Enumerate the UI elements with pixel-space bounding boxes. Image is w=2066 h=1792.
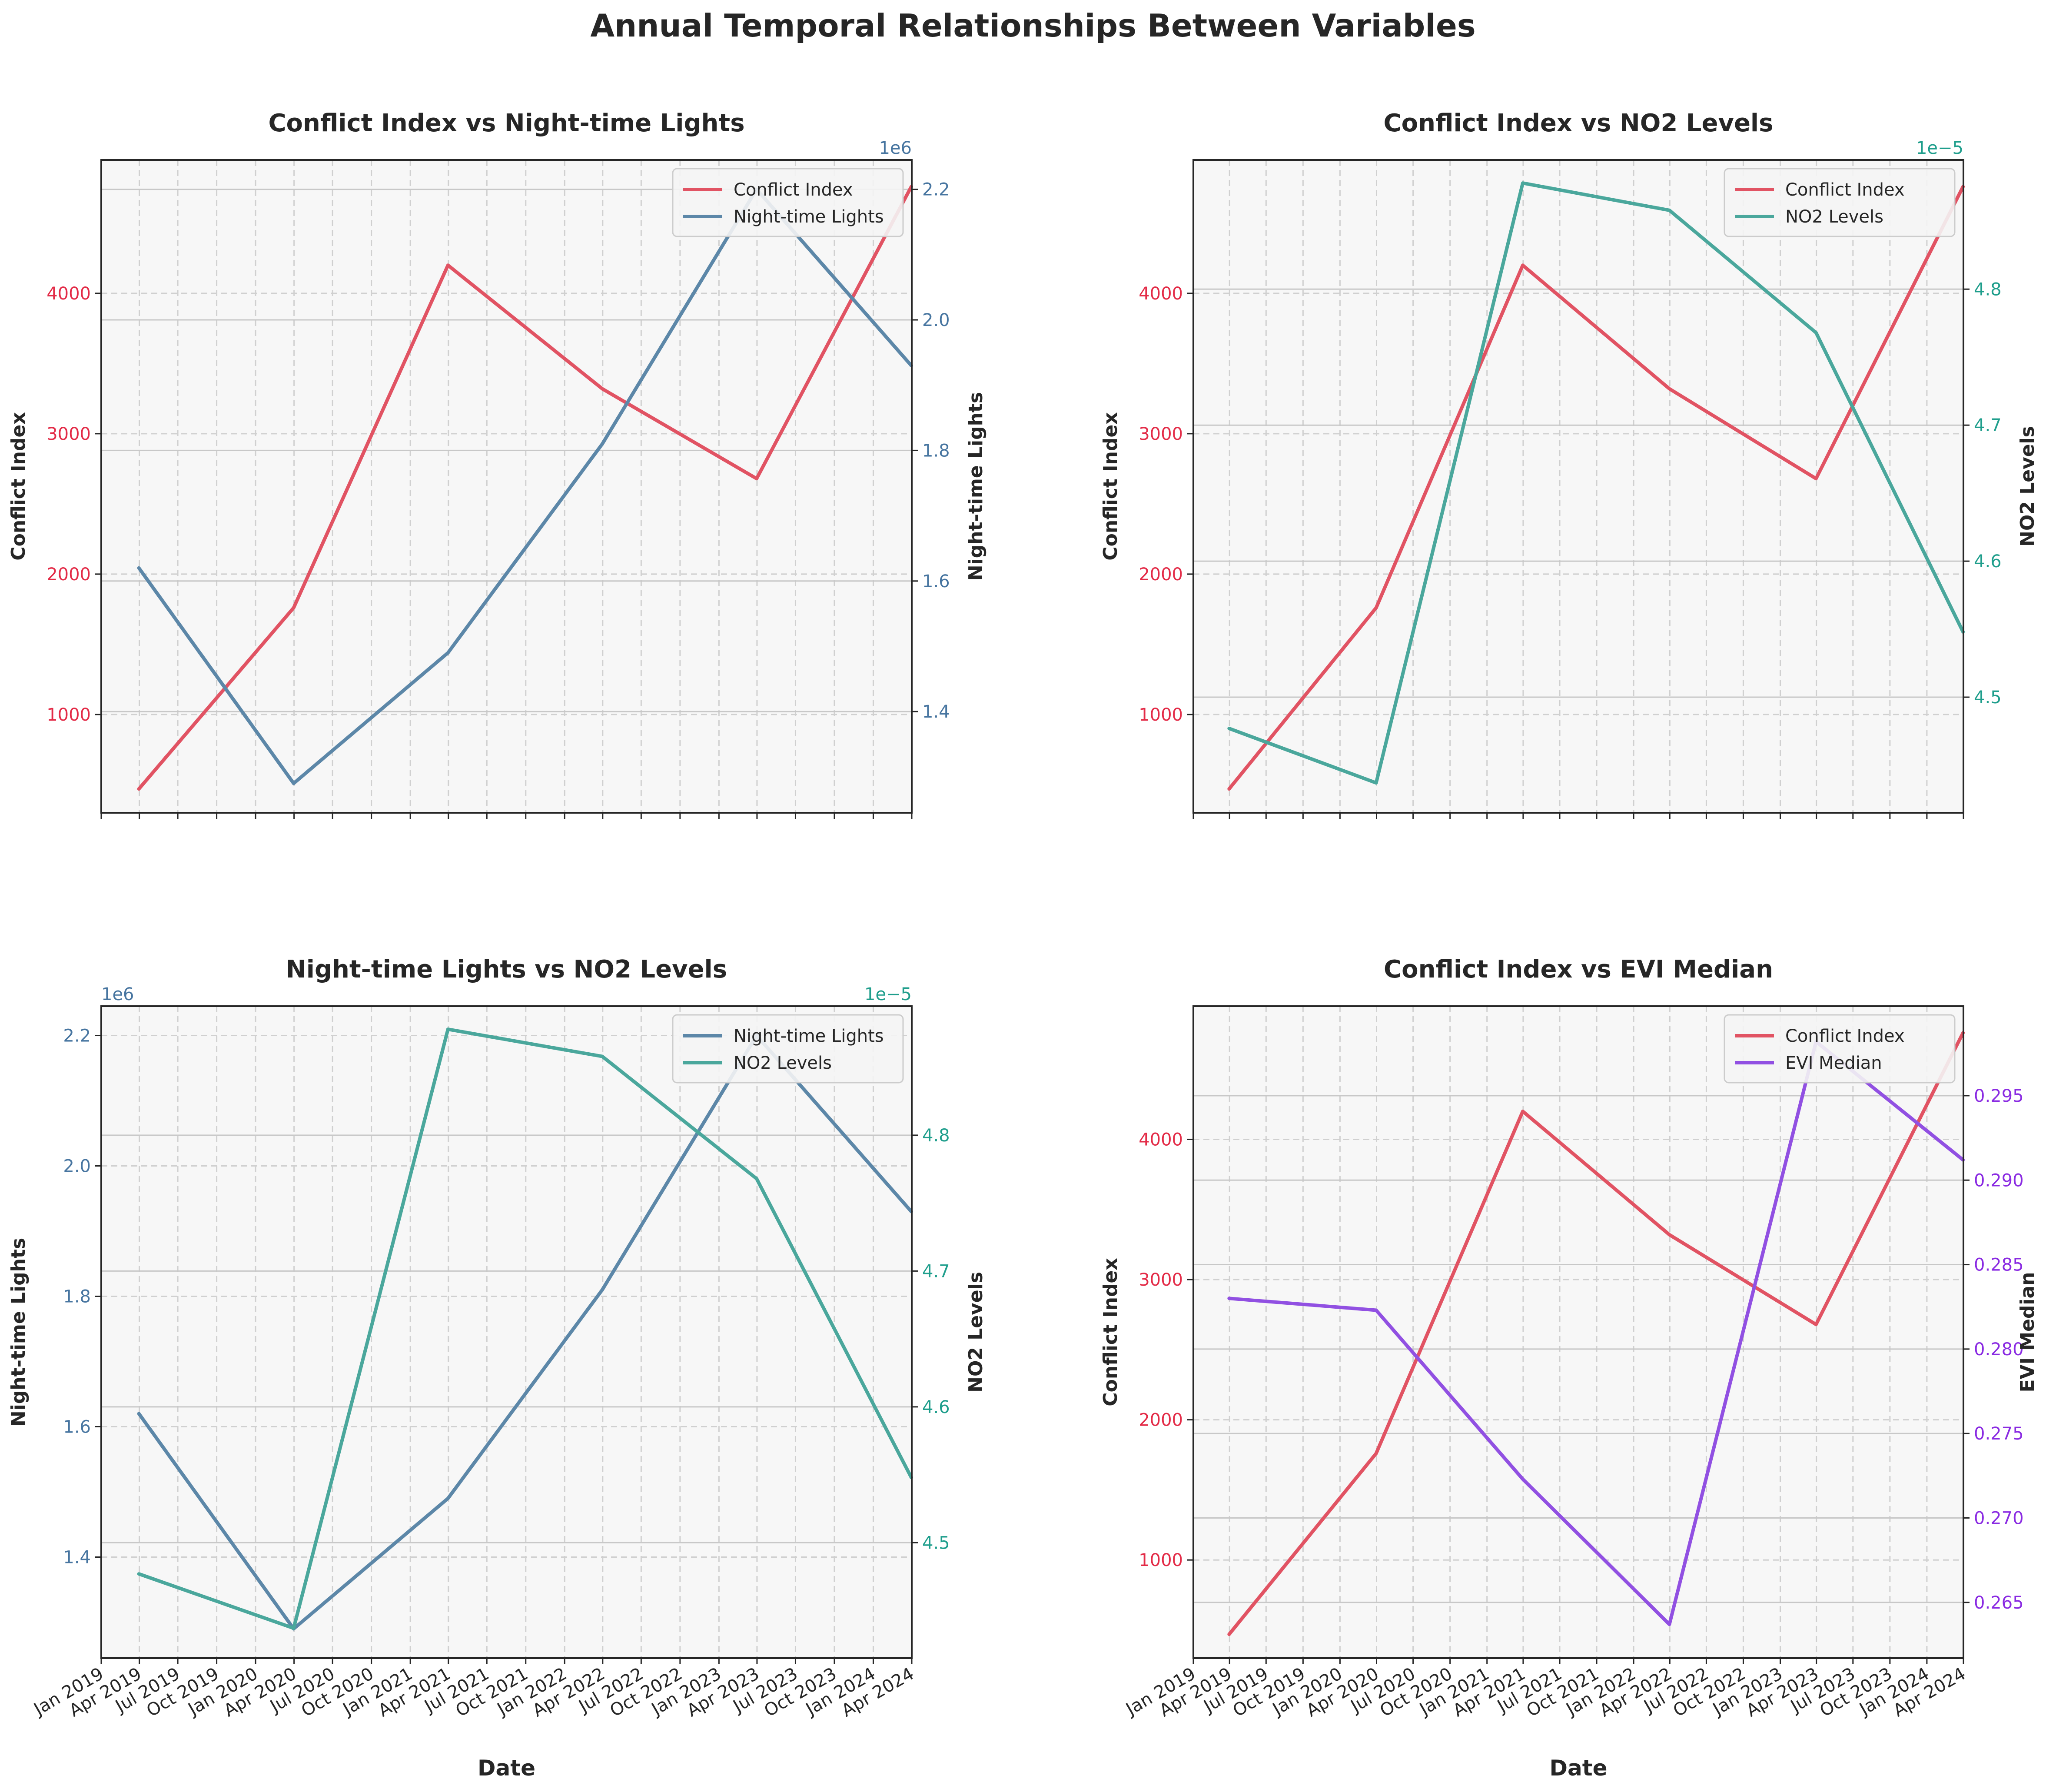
- y-tick-label-right: 1.6: [922, 572, 950, 592]
- y-tick-label-right: 4.8: [922, 1126, 950, 1146]
- plot-area: [1193, 1006, 1963, 1658]
- series-line-conflict: [1227, 1031, 1965, 1636]
- y-tick-label-left: 2000: [47, 565, 91, 585]
- legend-box: [1724, 1014, 1956, 1084]
- legend: Night-time Lights NO2 Levels: [672, 1014, 904, 1084]
- legend-box: [672, 1014, 904, 1084]
- plot-frame: [100, 1005, 913, 1659]
- y-tick-label-right: 4.7: [1974, 416, 2002, 436]
- y-tick-label-left: 3000: [47, 424, 91, 444]
- plot-frame: [1192, 159, 1964, 814]
- y-tick-label-left: 3000: [1139, 424, 1183, 444]
- y-tick-label-left: 1000: [1139, 1550, 1183, 1570]
- y-tick-label-right: 0.290: [1974, 1170, 2024, 1190]
- y-tick-label-right: 0.295: [1974, 1086, 2024, 1106]
- y-offset-right: 1e−5: [864, 984, 912, 1004]
- y-tick-label-right: 0.270: [1974, 1508, 2024, 1528]
- y-tick-label-left: 1000: [1139, 705, 1183, 725]
- y-tick-label-left: 4000: [1139, 1130, 1183, 1150]
- legend: Conflict Index NO2 Levels: [1724, 168, 1956, 237]
- y-tick-label-right: 2.0: [922, 310, 950, 330]
- y-tick-label-right: 4.6: [1974, 552, 2002, 572]
- y-tick-label-right: 4.5: [922, 1533, 950, 1553]
- y-axis-label-left: Conflict Index: [1099, 1258, 1122, 1406]
- legend-box: [672, 168, 904, 237]
- y-offset-left: 1e6: [101, 984, 134, 1004]
- y-axis-label-left: Conflict Index: [1099, 412, 1122, 560]
- subplot-4: 1000 2000 3000 4000 0.265 0.270 0.275 0.280 0.28…: [1099, 955, 2039, 1781]
- x-axis-label: Date: [1549, 1755, 1607, 1781]
- legend: Conflict Index EVI Median: [1724, 1014, 1956, 1084]
- legend-box: [1724, 168, 1956, 237]
- y-tick-label-right: 4.6: [922, 1397, 950, 1417]
- y-axis-label-left: Conflict Index: [7, 412, 30, 560]
- y-tick-label-right: 0.265: [1974, 1593, 2024, 1613]
- legend-label: Conflict Index: [1785, 1026, 1905, 1046]
- y-tick-label-right: 0.285: [1974, 1255, 2024, 1275]
- y-tick-label-right: 4.8: [1974, 279, 2002, 299]
- series-line-no2: [1227, 181, 1965, 785]
- legend-label: Night-time Lights: [734, 207, 884, 227]
- plot-frame: [1192, 1005, 1964, 1659]
- subplot-1: 1000 2000 3000 4000 1.4 1.6 1.8 2.0 2.2 1e6 Confli…: [7, 109, 987, 819]
- y-tick-label-left: 2000: [1139, 565, 1183, 585]
- figure-title: Annual Temporal Relationships Between Va…: [590, 7, 1475, 44]
- y-tick-label-left: 2000: [1139, 1410, 1183, 1430]
- y-offset-right: 1e6: [879, 138, 912, 158]
- y-axis-label-right: Night-time Lights: [965, 392, 987, 581]
- plot-area: [1193, 160, 1963, 813]
- y-tick-label-right: 0.275: [1974, 1424, 2024, 1444]
- y-tick-label-left: 4000: [1139, 284, 1183, 304]
- y-tick-label-left: 1000: [47, 705, 91, 725]
- x-axis-label: Date: [478, 1755, 535, 1781]
- y-axis-label-left: Night-time Lights: [7, 1238, 30, 1426]
- legend-label: EVI Median: [1785, 1053, 1882, 1073]
- subplot-title: Conflict Index vs EVI Median: [1384, 955, 1773, 984]
- plot-frame: [100, 159, 913, 814]
- subplot-title: Night-time Lights vs NO2 Levels: [286, 955, 727, 984]
- y-tick-label-right: 2.2: [922, 180, 950, 200]
- y-tick-label-right: 1.8: [922, 441, 950, 461]
- plot-area: [101, 1006, 912, 1658]
- legend-label: NO2 Levels: [734, 1053, 832, 1073]
- legend-label: Night-time Lights: [734, 1026, 884, 1046]
- y-tick-label-right: 0.280: [1974, 1340, 2024, 1360]
- y-axis-label-right: NO2 Levels: [965, 1272, 987, 1393]
- y-tick-label-right: 4.5: [1974, 688, 2002, 708]
- y-axis-label-right: NO2 Levels: [2016, 426, 2039, 547]
- subplot-title: Conflict Index vs Night-time Lights: [268, 109, 744, 137]
- series-line-conflict: [1227, 185, 1965, 791]
- y-offset-right: 1e−5: [1916, 138, 1963, 158]
- legend-label: Conflict Index: [1785, 180, 1905, 200]
- y-tick-label-left: 2.0: [63, 1157, 91, 1177]
- legend-label: NO2 Levels: [1785, 207, 1883, 227]
- series-line-no2: [137, 1027, 913, 1630]
- y-axis-label-right: EVI Median: [2016, 1272, 2039, 1392]
- y-tick-label-left: 1.6: [63, 1417, 91, 1437]
- y-tick-label-left: 1.8: [63, 1287, 91, 1307]
- y-tick-label-left: 4000: [47, 284, 91, 304]
- y-tick-label-left: 3000: [1139, 1270, 1183, 1290]
- y-tick-label-left: 2.2: [63, 1026, 91, 1046]
- series-line-conflict: [137, 185, 913, 791]
- y-tick-label-left: 1.4: [63, 1548, 91, 1568]
- y-tick-label-right: 1.4: [922, 702, 950, 722]
- subplot-title: Conflict Index vs NO2 Levels: [1384, 109, 1774, 137]
- subplot-2: 1000 2000 3000 4000 4.5 4.6 4.7 4.8 1e−5 Conflict…: [1099, 109, 2039, 819]
- legend: Conflict Index Night-time Lights: [672, 168, 904, 237]
- legend-label: Conflict Index: [734, 180, 853, 200]
- y-tick-label-right: 4.7: [922, 1261, 950, 1281]
